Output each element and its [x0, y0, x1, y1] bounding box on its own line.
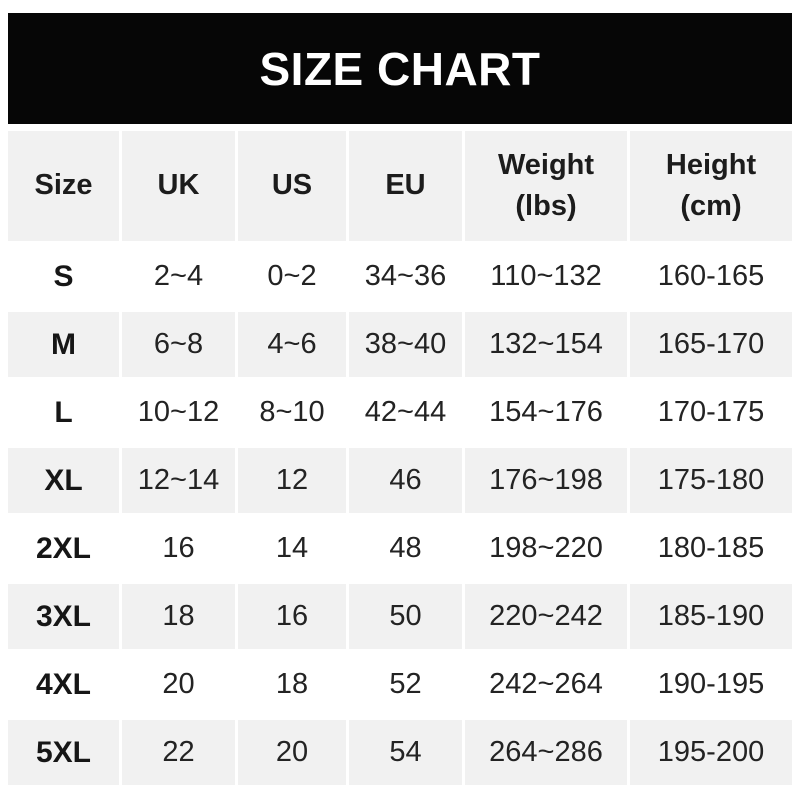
column-header-us-label: US — [271, 169, 313, 202]
size-table: Size UK US EU Weight (lbs) Height (cm) S… — [8, 131, 792, 785]
cell-us: 8~10 — [238, 380, 346, 445]
cell-height: 190-195 — [630, 652, 792, 717]
table-row-xl: XL 12~14 12 46 176~198 175-180 — [8, 448, 792, 513]
cell-height: 185-190 — [630, 584, 792, 649]
column-header-weight: Weight (lbs) — [465, 131, 627, 241]
cell-weight: 132~154 — [465, 312, 627, 377]
column-header-us: US — [238, 131, 346, 241]
cell-us: 14 — [238, 516, 346, 581]
cell-height: 195-200 — [630, 720, 792, 785]
cell-eu: 50 — [349, 584, 462, 649]
cell-uk: 20 — [122, 652, 235, 717]
cell-weight: 264~286 — [465, 720, 627, 785]
cell-eu: 42~44 — [349, 380, 462, 445]
cell-height: 160-165 — [630, 244, 792, 309]
cell-height: 165-170 — [630, 312, 792, 377]
size-chart-page: SIZE CHART Size UK US EU Weight (lbs) He… — [0, 13, 800, 800]
column-header-height-unit: (cm) — [680, 190, 742, 222]
cell-us: 20 — [238, 720, 346, 785]
column-header-weight-unit: (lbs) — [515, 190, 577, 222]
cell-us: 0~2 — [238, 244, 346, 309]
cell-eu: 52 — [349, 652, 462, 717]
cell-uk: 12~14 — [122, 448, 235, 513]
cell-uk: 2~4 — [122, 244, 235, 309]
cell-size: S — [8, 244, 119, 309]
cell-weight: 176~198 — [465, 448, 627, 513]
table-row-m: M 6~8 4~6 38~40 132~154 165-170 — [8, 312, 792, 377]
page-title: SIZE CHART — [259, 42, 541, 95]
cell-weight: 198~220 — [465, 516, 627, 581]
cell-weight: 242~264 — [465, 652, 627, 717]
cell-uk: 6~8 — [122, 312, 235, 377]
cell-size: 3XL — [8, 584, 119, 649]
column-header-eu: EU — [349, 131, 462, 241]
cell-us: 4~6 — [238, 312, 346, 377]
cell-us: 18 — [238, 652, 346, 717]
cell-eu: 46 — [349, 448, 462, 513]
cell-size: 2XL — [8, 516, 119, 581]
cell-height: 180-185 — [630, 516, 792, 581]
table-row-l: L 10~12 8~10 42~44 154~176 170-175 — [8, 380, 792, 445]
column-header-uk-label: UK — [157, 169, 200, 202]
cell-eu: 54 — [349, 720, 462, 785]
cell-weight: 154~176 — [465, 380, 627, 445]
table-row-5xl: 5XL 22 20 54 264~286 195-200 — [8, 720, 792, 785]
cell-height: 175-180 — [630, 448, 792, 513]
cell-size: 5XL — [8, 720, 119, 785]
cell-us: 16 — [238, 584, 346, 649]
cell-size: L — [8, 380, 119, 445]
cell-us: 12 — [238, 448, 346, 513]
cell-height: 170-175 — [630, 380, 792, 445]
column-header-height: Height (cm) — [630, 131, 792, 241]
cell-uk: 16 — [122, 516, 235, 581]
table-row-2xl: 2XL 16 14 48 198~220 180-185 — [8, 516, 792, 581]
cell-size: XL — [8, 448, 119, 513]
cell-uk: 18 — [122, 584, 235, 649]
column-header-size-label: Size — [34, 169, 93, 202]
table-row-4xl: 4XL 20 18 52 242~264 190-195 — [8, 652, 792, 717]
column-header-height-label: Height — [665, 148, 757, 181]
cell-size: 4XL — [8, 652, 119, 717]
banner: SIZE CHART — [8, 13, 792, 124]
table-row-3xl: 3XL 18 16 50 220~242 185-190 — [8, 584, 792, 649]
cell-eu: 38~40 — [349, 312, 462, 377]
cell-eu: 48 — [349, 516, 462, 581]
cell-weight: 220~242 — [465, 584, 627, 649]
cell-weight: 110~132 — [465, 244, 627, 309]
cell-size: M — [8, 312, 119, 377]
cell-uk: 10~12 — [122, 380, 235, 445]
column-header-uk: UK — [122, 131, 235, 241]
cell-eu: 34~36 — [349, 244, 462, 309]
cell-uk: 22 — [122, 720, 235, 785]
column-header-eu-label: EU — [385, 169, 426, 202]
table-header-row: Size UK US EU Weight (lbs) Height (cm) — [8, 131, 792, 241]
column-header-size: Size — [8, 131, 119, 241]
column-header-weight-label: Weight — [497, 148, 595, 181]
table-row-s: S 2~4 0~2 34~36 110~132 160-165 — [8, 244, 792, 309]
